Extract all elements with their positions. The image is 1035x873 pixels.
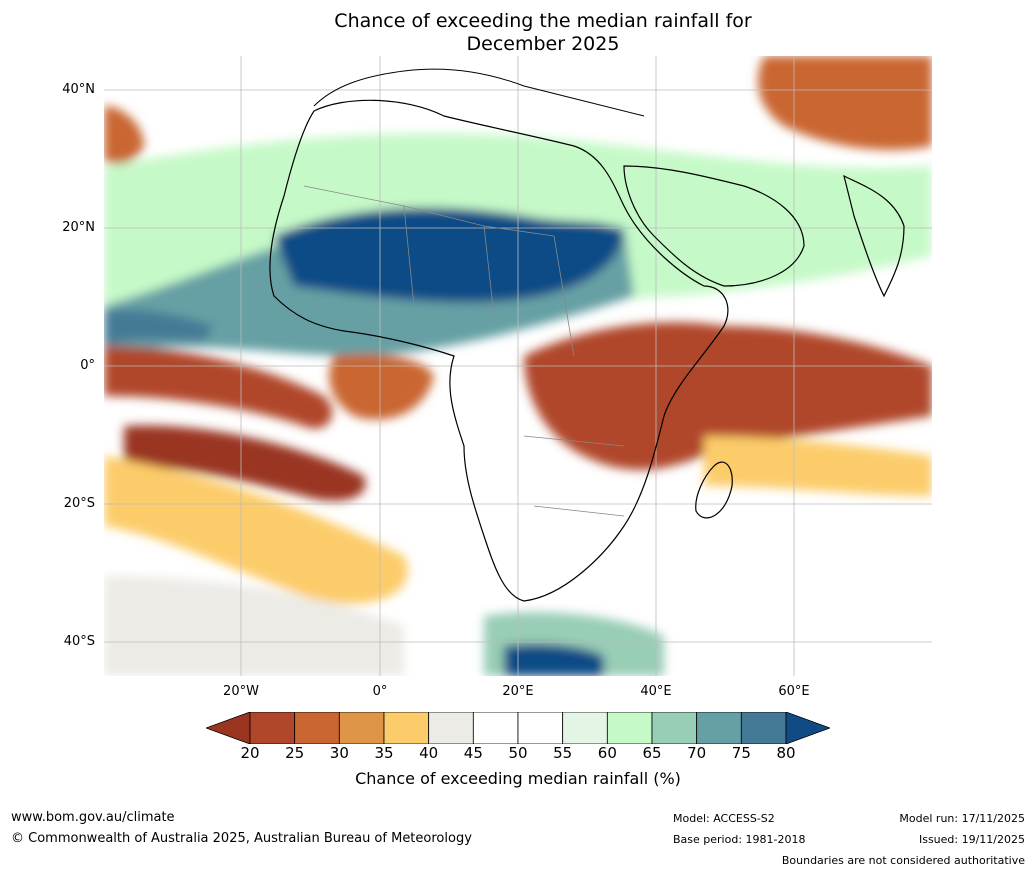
arabia-coastline — [623, 165, 805, 287]
europe-coastline — [313, 68, 645, 117]
lat-label-40s: 40°S — [63, 634, 95, 649]
lon-label-20e: 20°E — [502, 684, 534, 699]
colorbar-tick-label: 60 — [597, 744, 617, 762]
madagascar-coastline — [695, 461, 733, 519]
map-title: Chance of exceeding the median rainfall … — [160, 10, 926, 56]
colorbar-bin — [651, 712, 698, 744]
footer-issued: Issued: 19/11/2025 — [918, 833, 1025, 846]
rainfall-probability-map — [104, 56, 932, 676]
colorbar-tick-label: 70 — [687, 744, 707, 762]
dry-middle-east — [758, 56, 932, 150]
blue-south — [504, 644, 604, 676]
colorbar-tick-label: 25 — [285, 744, 305, 762]
colorbar-tick-label: 55 — [553, 744, 573, 762]
footer-disclaimer: Boundaries are not considered authoritat… — [781, 854, 1025, 867]
colorbar-tick-label: 20 — [240, 744, 260, 762]
lat-label-0: 0° — [80, 358, 95, 373]
colorbar-label: Chance of exceeding median rainfall (%) — [355, 769, 681, 788]
colorbar-tick-label: 35 — [374, 744, 394, 762]
colorbar-tick-label: 50 — [508, 744, 528, 762]
colorbar-bin — [428, 712, 474, 744]
footer-model-run: Model run: 17/11/2025 — [899, 812, 1025, 825]
blue-core-sahel — [274, 207, 624, 303]
colorbar-bin — [294, 712, 340, 744]
colorbar-tick-label: 30 — [329, 744, 349, 762]
lat-label-20s: 20°S — [63, 496, 95, 511]
colorbar-bin — [249, 712, 296, 744]
blue-west-coast — [104, 309, 214, 346]
dry-south-atlantic — [124, 425, 366, 501]
colorbar-extend-high — [785, 712, 830, 744]
colorbar-bin — [517, 712, 564, 744]
colorbar-bin — [562, 712, 608, 744]
map-title-line2: December 2025 — [466, 33, 620, 55]
colorbar-tick-label: 40 — [419, 744, 439, 762]
footer-base-period: Base period: 1981-2018 — [673, 833, 806, 846]
colorbar-bin — [606, 712, 653, 744]
colorbar-bin — [696, 712, 742, 744]
footer-website: www.bom.gov.au/climate — [11, 810, 175, 825]
map-title-line1: Chance of exceeding the median rainfall … — [334, 10, 752, 32]
india-coastline — [843, 174, 905, 298]
dry-west-edge — [104, 106, 144, 164]
africa-coastline — [269, 99, 729, 602]
dry-east-africa — [524, 322, 932, 470]
orange-south-atlantic — [104, 456, 408, 604]
colorbar-extend-low — [206, 712, 251, 744]
footer-copyright: © Commonwealth of Australia 2025, Austra… — [11, 831, 472, 846]
orange-indian-ocean — [704, 436, 932, 496]
lon-label-0: 0° — [372, 684, 388, 699]
colorbar-tick-label: 45 — [463, 744, 483, 762]
dry-atlantic-band — [104, 346, 333, 429]
grey-patches — [104, 576, 404, 676]
colorbar-bin — [383, 712, 430, 744]
colorbar-tick-label: 65 — [642, 744, 662, 762]
lon-label-60e: 60°E — [778, 684, 810, 699]
lon-label-40e: 40°E — [640, 684, 672, 699]
colorbar-bin — [472, 712, 519, 744]
colorbar-tick-label: 80 — [776, 744, 796, 762]
graticule — [104, 56, 932, 676]
lat-label-40n: 40°N — [62, 82, 95, 97]
lon-label-20w: 20°W — [223, 684, 259, 699]
dry-gulf-guinea — [329, 354, 434, 420]
lat-label-20n: 20°N — [62, 220, 95, 235]
colorbar-bin — [740, 712, 787, 744]
footer-model: Model: ACCESS-S2 — [673, 812, 775, 825]
colorbar-tick-label: 75 — [731, 744, 751, 762]
colorbar-bin — [338, 712, 385, 744]
colorbar — [206, 712, 830, 744]
country-borders — [303, 185, 625, 517]
